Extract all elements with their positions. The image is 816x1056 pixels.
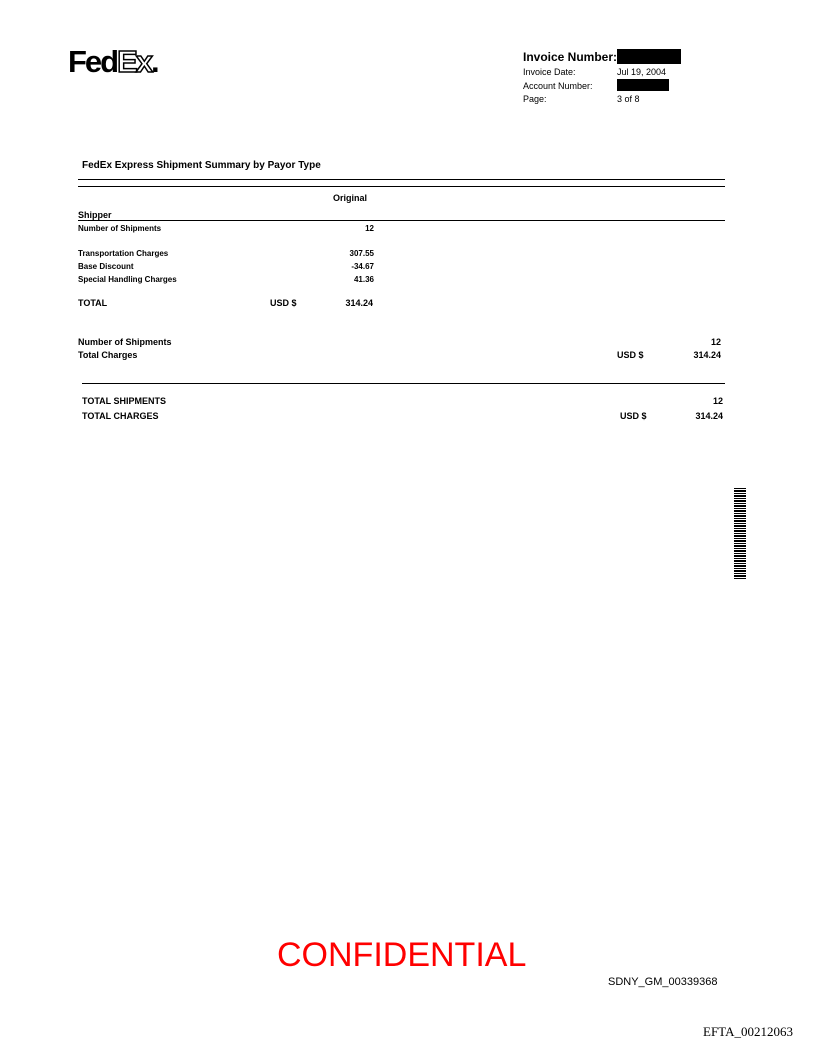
row-value: -34.67 bbox=[351, 262, 374, 271]
summary-charges-label: Total Charges bbox=[78, 350, 138, 360]
invoice-date: Jul 19, 2004 bbox=[617, 67, 667, 77]
invoice-date-label: Invoice Date: bbox=[523, 67, 576, 77]
barcode bbox=[734, 488, 746, 580]
efta-number: EFTA_00212063 bbox=[703, 1024, 793, 1039]
redacted-account-number bbox=[617, 79, 669, 91]
grand-charges-label: TOTAL CHARGES bbox=[82, 411, 159, 421]
summary-shipments: 12 bbox=[710, 337, 721, 347]
column-header-original: Original bbox=[333, 193, 368, 203]
total-currency: USD $ bbox=[270, 298, 297, 308]
divider bbox=[78, 186, 725, 187]
summary-shipments-label: Number of Shipments bbox=[78, 337, 172, 347]
confidential-stamp: CONFIDENTIAL bbox=[277, 936, 527, 974]
page-title: FedEx Express Shipment Summary by Payor … bbox=[82, 160, 321, 171]
grand-shipments: 12 bbox=[712, 396, 723, 406]
grand-currency: USD $ bbox=[620, 411, 647, 421]
divider bbox=[78, 179, 725, 180]
row-label: Special Handling Charges bbox=[78, 275, 177, 284]
row-label: Base Discount bbox=[78, 262, 134, 271]
total-value: 314.24 bbox=[345, 298, 373, 308]
summary-currency: USD $ bbox=[617, 350, 644, 360]
bates-number: SDNY_GM_00339368 bbox=[608, 976, 718, 988]
section-shipper: Shipper bbox=[78, 210, 112, 220]
grand-charges: 314.24 bbox=[695, 411, 723, 421]
fedex-logo: FedEx. bbox=[68, 43, 160, 80]
summary-charges: 314.24 bbox=[693, 350, 721, 360]
redacted-invoice-number bbox=[617, 49, 681, 64]
invoice-number-label: Invoice Number: bbox=[523, 50, 618, 64]
row-value: 12 bbox=[365, 224, 374, 233]
row-value: 41.36 bbox=[353, 275, 374, 284]
total-label: TOTAL bbox=[78, 298, 108, 308]
account-number-label: Account Number: bbox=[523, 81, 593, 91]
grand-shipments-label: TOTAL SHIPMENTS bbox=[82, 396, 167, 406]
row-value: 307.55 bbox=[349, 249, 374, 258]
row-label: Transportation Charges bbox=[78, 249, 169, 258]
page-number: 3 of 8 bbox=[617, 94, 640, 104]
divider bbox=[78, 220, 725, 221]
divider bbox=[82, 383, 725, 384]
row-label: Number of Shipments bbox=[78, 224, 162, 233]
page-label: Page: bbox=[523, 94, 547, 104]
